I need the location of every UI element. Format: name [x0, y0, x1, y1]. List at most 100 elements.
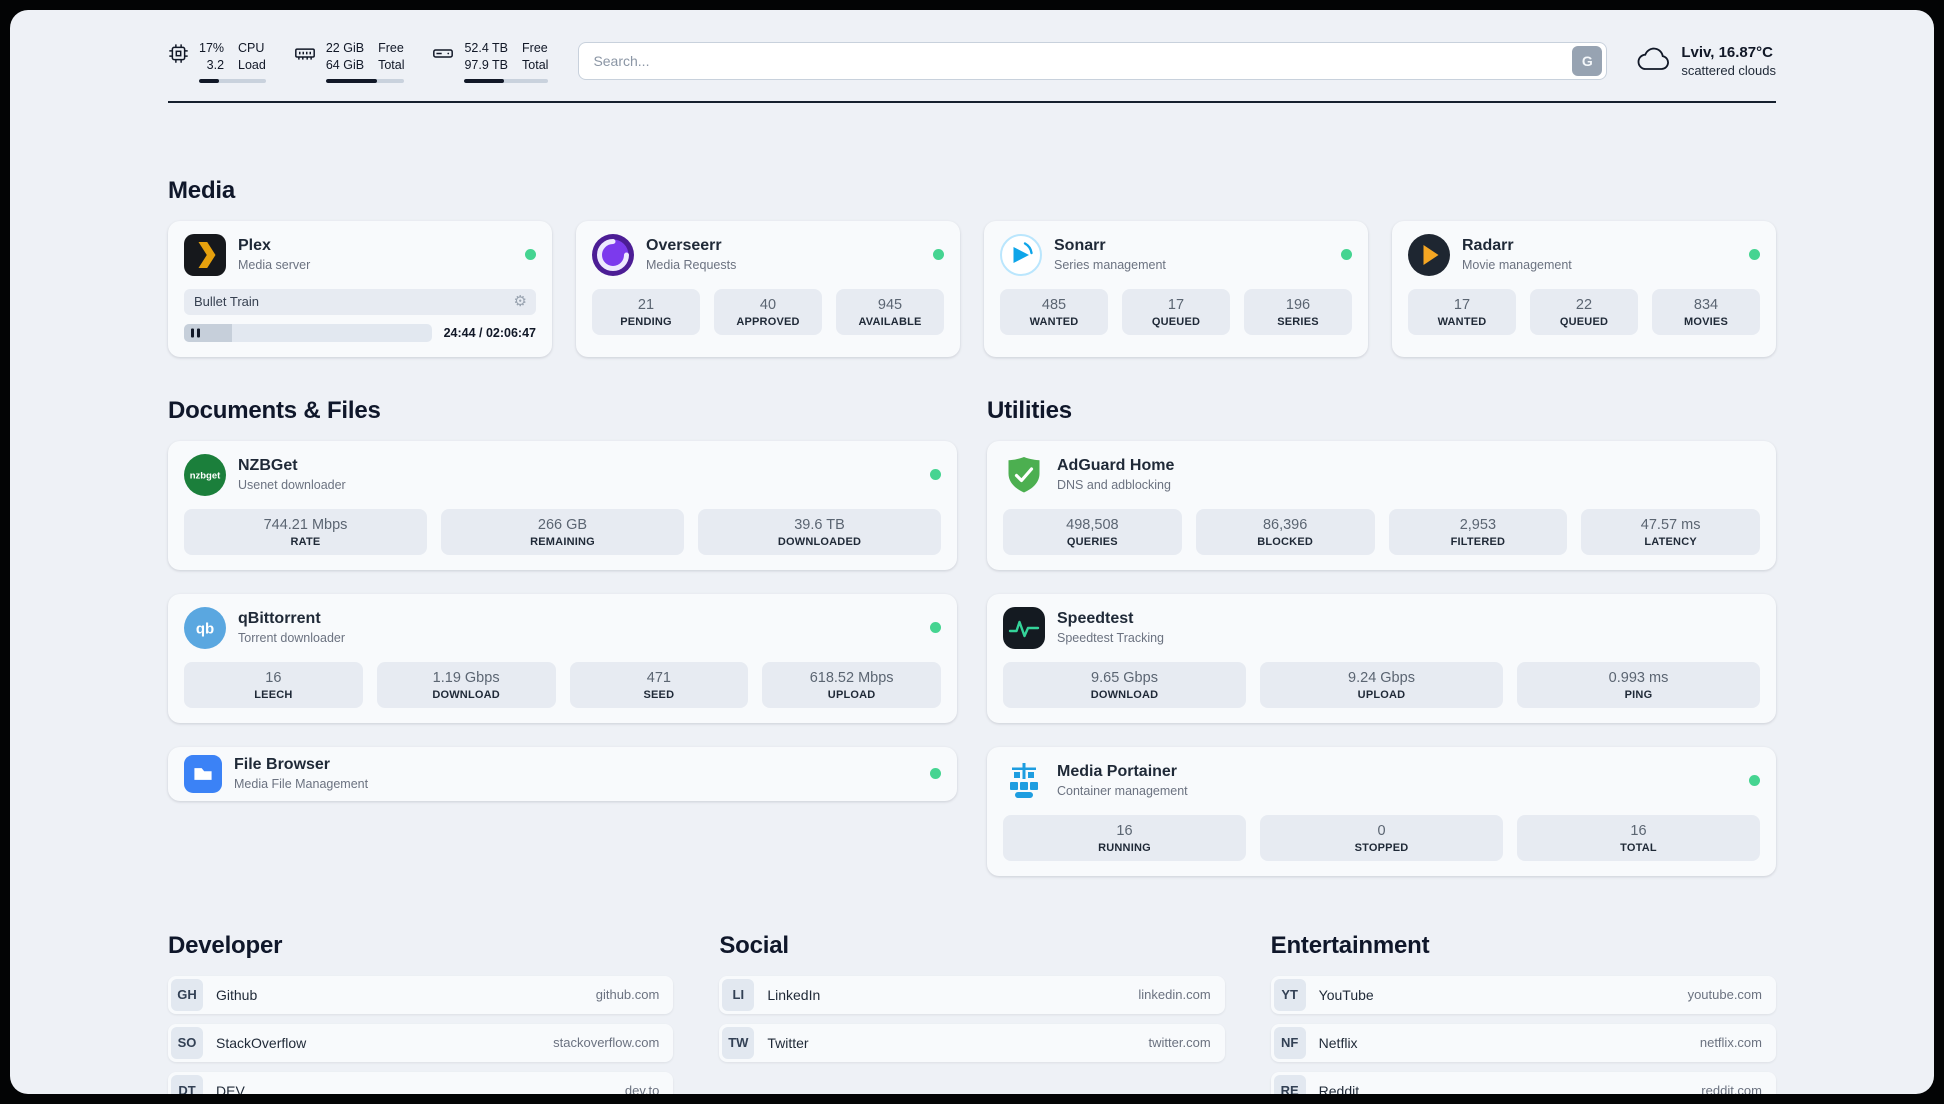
playback-time: 24:44 / 02:06:47 [443, 325, 536, 340]
stat-filtered: 2,953 FILTERED [1388, 508, 1568, 555]
card-filebrowser: File Browser Media File Management [168, 746, 957, 801]
app-link-radarr[interactable]: Radarr Movie management [1408, 233, 1760, 276]
status-dot [930, 469, 941, 481]
stat-blocked: 86,396 BLOCKED [1195, 508, 1375, 555]
weather-condition: scattered clouds [1681, 62, 1776, 78]
dashboard-page: 17% 3.2 CPU Load [10, 10, 1934, 1094]
app-subtitle: Speedtest Tracking [1057, 631, 1165, 646]
app-subtitle: Series management [1054, 258, 1166, 273]
cpu-percent: 17% [199, 41, 225, 55]
section-title-social: Social [719, 931, 789, 959]
app-link-sonarr[interactable]: Sonarr Series management [1000, 233, 1352, 276]
app-name: Sonarr [1054, 237, 1106, 255]
app-link-qbittorrent[interactable]: qb qBittorrent Torrent downloader [184, 606, 941, 649]
cpu-load-avg: 3.2 [206, 57, 225, 72]
github-icon: GH [171, 978, 203, 1011]
radarr-icon [1408, 233, 1450, 276]
card-sonarr: Sonarr Series management 485 WANTED 17 QUE… [984, 220, 1368, 357]
app-name: NZBGet [238, 457, 298, 475]
app-link-nzbget[interactable]: nzbget NZBGet Usenet downloader [184, 453, 941, 496]
linkedin-icon: LI [722, 978, 755, 1011]
app-name: File Browser [234, 756, 331, 774]
dev-icon: DT [171, 1074, 203, 1094]
app-link-speedtest[interactable]: Speedtest Speedtest Tracking [1003, 606, 1760, 649]
app-name: AdGuard Home [1057, 457, 1175, 475]
bookmark-name: LinkedIn [767, 986, 821, 1003]
app-subtitle: Torrent downloader [238, 631, 346, 646]
status-dot [933, 249, 944, 261]
app-link-overseerr[interactable]: Overseerr Media Requests [592, 233, 944, 276]
sonarr-icon [1000, 233, 1042, 276]
stat-running: 16 RUNNING [1003, 814, 1246, 861]
bookmark-github[interactable]: GH Github github.com [168, 975, 674, 1014]
cpu-label: CPU [238, 41, 265, 55]
app-name: qBittorrent [238, 610, 321, 628]
app-link-filebrowser[interactable]: File Browser Media File Management [184, 754, 941, 793]
search-bar: G [578, 42, 1608, 81]
section-title-entertainment: Entertainment [1270, 931, 1430, 959]
stat-series: 196 SERIES [1244, 288, 1352, 335]
status-dot [930, 768, 941, 780]
disk-free-label: Free [522, 41, 548, 55]
stat-leech: 16 LEECH [184, 661, 363, 708]
filebrowser-icon [184, 754, 222, 793]
bookmark-stackoverflow[interactable]: SO StackOverflow stackoverflow.com [168, 1023, 674, 1062]
bookmark-youtube[interactable]: YT YouTube youtube.com [1270, 975, 1776, 1014]
app-subtitle: Media server [238, 258, 311, 273]
disk-free: 52.4 TB [464, 41, 509, 55]
plex-icon [184, 233, 226, 276]
search-engine-button[interactable]: G [1572, 46, 1603, 77]
card-nzbget: nzbget NZBGet Usenet downloader 744.21 M… [168, 440, 957, 570]
bookmark-linkedin[interactable]: LI LinkedIn linkedin.com [719, 975, 1225, 1014]
netflix-icon: NF [1273, 1026, 1306, 1059]
stat-stopped: 0 STOPPED [1260, 814, 1503, 861]
now-playing-title: Bullet Train [194, 294, 260, 310]
app-link-plex[interactable]: Plex Media server [184, 233, 536, 276]
app-link-portainer[interactable]: Media Portainer Container management [1003, 760, 1760, 802]
bookmark-name: Github [216, 986, 258, 1003]
app-subtitle: Movie management [1462, 258, 1572, 273]
bookmark-netflix[interactable]: NF Netflix netflix.com [1270, 1023, 1776, 1062]
bookmark-name: Netflix [1318, 1034, 1358, 1051]
playback-progress-bar[interactable] [184, 323, 432, 342]
section-media: Media Plex Media server [168, 177, 1776, 357]
stat-total: 16 TOTAL [1517, 814, 1760, 861]
bookmark-dev[interactable]: DT DEV dev.to [168, 1071, 674, 1094]
status-dot [930, 622, 941, 634]
bookmark-domain: netflix.com [1699, 1035, 1762, 1051]
disk-icon [432, 43, 454, 64]
card-adguard: AdGuard Home DNS and adblocking 498,508 Q… [987, 440, 1776, 570]
section-title-media: Media [168, 176, 236, 204]
pause-icon[interactable] [191, 328, 200, 338]
svg-text:nzbget: nzbget [190, 470, 221, 481]
stat-upload: 618.52 Mbps UPLOAD [762, 661, 941, 708]
speedtest-icon [1003, 606, 1045, 649]
ram-free-label: Free [378, 41, 404, 55]
stat-download: 1.19 Gbps DOWNLOAD [376, 661, 556, 708]
app-name: Plex [238, 237, 271, 255]
ram-widget: 22 GiB 64 GiB Free Total [294, 40, 405, 83]
cpu-progress-bar [199, 78, 266, 83]
header-divider [168, 100, 1776, 103]
bookmark-name: Reddit [1318, 1082, 1360, 1094]
section-developer: Developer GH Github github.com SO StackO… [168, 932, 674, 1094]
stat-upload: 9.24 Gbps UPLOAD [1260, 661, 1503, 708]
cpu-widget: 17% 3.2 CPU Load [168, 40, 266, 83]
app-link-adguard[interactable]: AdGuard Home DNS and adblocking [1003, 454, 1760, 496]
stat-seed: 471 SEED [569, 661, 749, 708]
section-title-utilities: Utilities [987, 396, 1072, 424]
bookmark-twitter[interactable]: TW Twitter twitter.com [719, 1023, 1225, 1062]
ram-progress-bar [325, 78, 405, 83]
stat-queued: 22 QUEUED [1530, 288, 1638, 335]
card-overseerr: Overseerr Media Requests 21 PENDING 40 APP… [576, 220, 960, 357]
search-input[interactable] [593, 53, 1573, 70]
stat-wanted: 17 WANTED [1408, 288, 1516, 335]
card-plex: Plex Media server Bullet Train ⚙ [168, 220, 552, 357]
card-qbittorrent: qb qBittorrent Torrent downloader 16 LEEC… [168, 593, 957, 723]
card-speedtest: Speedtest Speedtest Tracking 9.65 Gbps DO… [987, 593, 1776, 723]
bookmark-reddit[interactable]: RE Reddit reddit.com [1270, 1071, 1776, 1094]
ram-free: 22 GiB [325, 41, 365, 55]
qbittorrent-icon: qb [184, 606, 226, 649]
top-bar: 17% 3.2 CPU Load [168, 10, 1776, 83]
gear-icon[interactable]: ⚙ [513, 293, 527, 311]
